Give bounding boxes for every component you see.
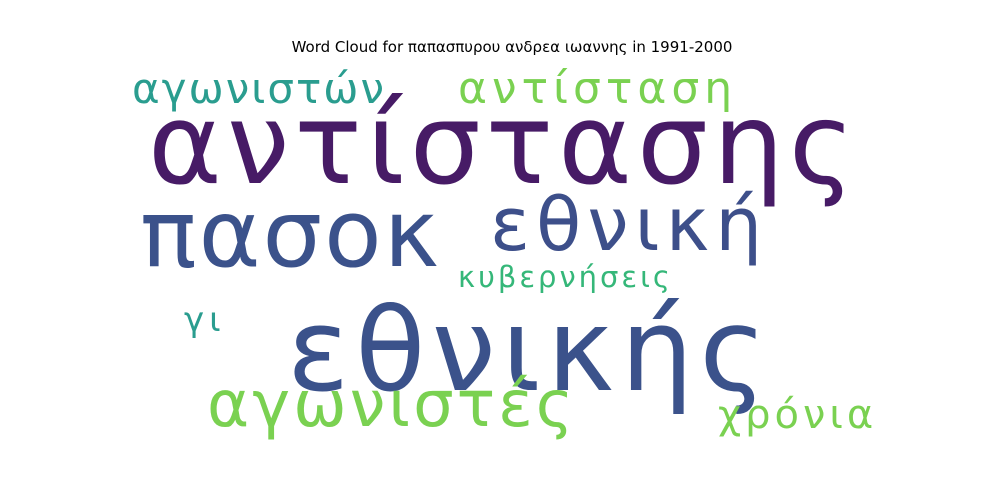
word-8: χρόνια <box>718 392 877 438</box>
word-3: πασοκ <box>140 180 441 289</box>
word-4: εθνική <box>490 182 768 268</box>
word-9: κυβερνήσεις <box>458 260 673 294</box>
word-10: γι <box>184 300 226 340</box>
word-6: αντίσταση <box>458 63 737 114</box>
word-2: εθνικής <box>287 284 773 418</box>
word-1: αντίστασης <box>148 80 860 210</box>
word-7: αγωνιστών <box>132 64 386 113</box>
chart-title: Word Cloud for παπασπυρου ανδρεα ιωαννης… <box>292 38 733 56</box>
word-5: αγωνιστές <box>207 368 576 442</box>
